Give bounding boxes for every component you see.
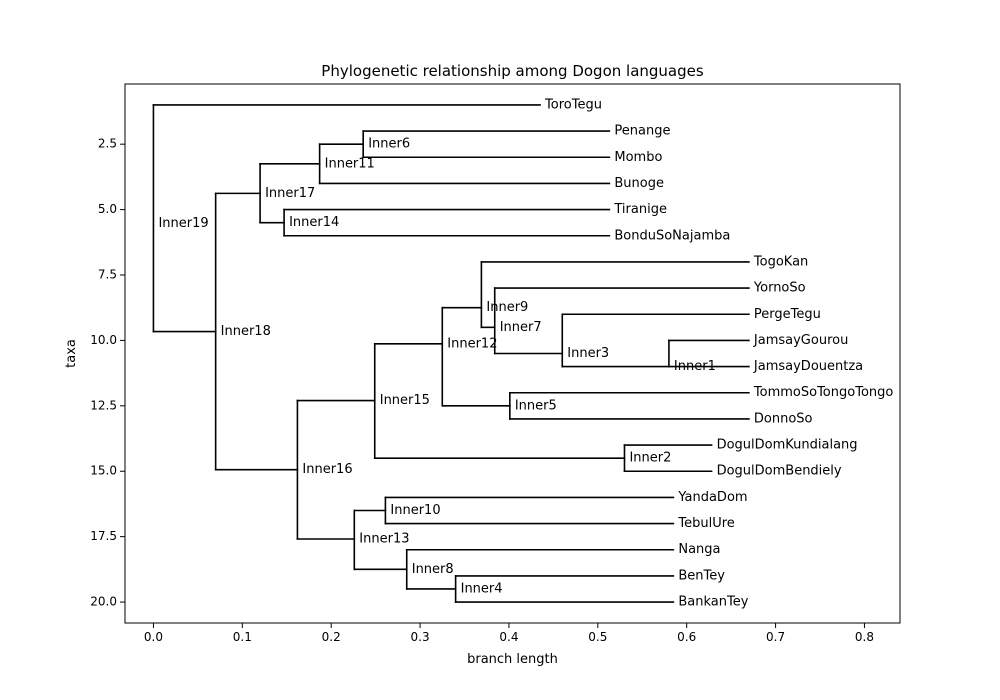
x-tick-label: 0.2 (322, 630, 341, 644)
plot-area-frame (124, 83, 901, 624)
node-label-Inner19: Inner19 (158, 216, 208, 231)
leaf-label-DogulDomBendiely: DogulDomBendiely (717, 464, 842, 479)
node-label-Inner5: Inner5 (515, 398, 557, 413)
x-tick-label: 0.7 (766, 630, 785, 644)
leaf-label-Mombo: Mombo (614, 150, 662, 165)
node-label-Inner11: Inner11 (325, 156, 375, 171)
y-tick-label: 12.5 (90, 398, 117, 412)
node-label-Inner16: Inner16 (302, 462, 352, 477)
x-tick-label: 0.4 (499, 630, 518, 644)
leaf-label-YornoSo: YornoSo (753, 281, 806, 296)
node-label-Inner4: Inner4 (461, 581, 503, 596)
node-label-Inner3: Inner3 (567, 346, 609, 361)
leaf-label-JamsayDouentza: JamsayDouentza (753, 359, 863, 374)
leaf-label-TommoSoTongoTongo: TommoSoTongoTongo (753, 385, 893, 400)
node-label-Inner1: Inner1 (674, 359, 716, 374)
x-tick-label: 0.3 (411, 630, 430, 644)
y-tick-label: 10.0 (90, 333, 117, 347)
leaf-label-DogulDomKundialang: DogulDomKundialang (717, 438, 858, 453)
node-label-Inner6: Inner6 (368, 137, 410, 152)
node-label-Inner2: Inner2 (629, 451, 671, 466)
node-label-Inner12: Inner12 (447, 336, 497, 351)
node-label-Inner8: Inner8 (412, 562, 454, 577)
chart-title: Phylogenetic relationship among Dogon la… (321, 62, 704, 80)
leaf-label-BankanTey: BankanTey (678, 595, 748, 610)
x-tick-label: 0.0 (144, 630, 163, 644)
y-tick-label: 2.5 (98, 137, 117, 151)
leaf-label-TogoKan: TogoKan (753, 254, 808, 269)
y-tick-label: 7.5 (98, 268, 117, 282)
x-tick-label: 0.5 (588, 630, 607, 644)
x-axis-label: branch length (467, 652, 558, 667)
tree-branches (152, 104, 750, 603)
node-labels: Inner19 ToroTegu Inner18 Inner17 Inner11 Inne… (158, 97, 893, 609)
leaf-label-BonduSoNajamba: BonduSoNajamba (614, 228, 730, 243)
node-label-Inner7: Inner7 (500, 320, 542, 335)
leaf-label-BenTey: BenTey (678, 568, 725, 583)
x-tick-label: 0.6 (677, 630, 696, 644)
y-tick-label: 15.0 (90, 464, 117, 478)
x-axis-ticks: 0.0 0.1 0.2 0.3 0.4 0.5 0.6 0.7 0.8 (144, 623, 874, 644)
leaf-label-PergeTegu: PergeTegu (754, 307, 821, 322)
leaf-label-Bunoge: Bunoge (614, 176, 664, 191)
node-label-Inner9: Inner9 (486, 300, 528, 315)
node-label-Inner15: Inner15 (380, 393, 430, 408)
y-axis-label: taxa (64, 339, 79, 368)
node-label-Inner13: Inner13 (359, 532, 409, 547)
x-tick-label: 0.1 (233, 630, 252, 644)
leaf-label-Nanga: Nanga (678, 542, 720, 557)
y-tick-label: 17.5 (90, 529, 117, 543)
node-label-Inner18: Inner18 (221, 324, 271, 339)
leaf-label-YandaDom: YandaDom (677, 490, 747, 505)
leaf-label-Penange: Penange (614, 124, 670, 139)
y-tick-label: 20.0 (90, 595, 117, 609)
x-tick-label: 0.8 (855, 630, 874, 644)
node-label-Inner10: Inner10 (390, 503, 440, 518)
leaf-label-ToroTegu: ToroTegu (544, 97, 602, 112)
leaf-label-TebulUre: TebulUre (677, 516, 734, 531)
y-axis-ticks: 2.5 5.0 7.5 10.0 12.5 15.0 17.5 20.0 (90, 137, 125, 609)
leaf-label-Tiranige: Tiranige (613, 202, 667, 217)
y-tick-label: 5.0 (98, 202, 117, 216)
leaf-label-JamsayGourou: JamsayGourou (753, 333, 848, 348)
leaf-label-DonnoSo: DonnoSo (754, 411, 813, 426)
node-label-Inner17: Inner17 (265, 186, 315, 201)
node-label-Inner14: Inner14 (289, 215, 339, 230)
